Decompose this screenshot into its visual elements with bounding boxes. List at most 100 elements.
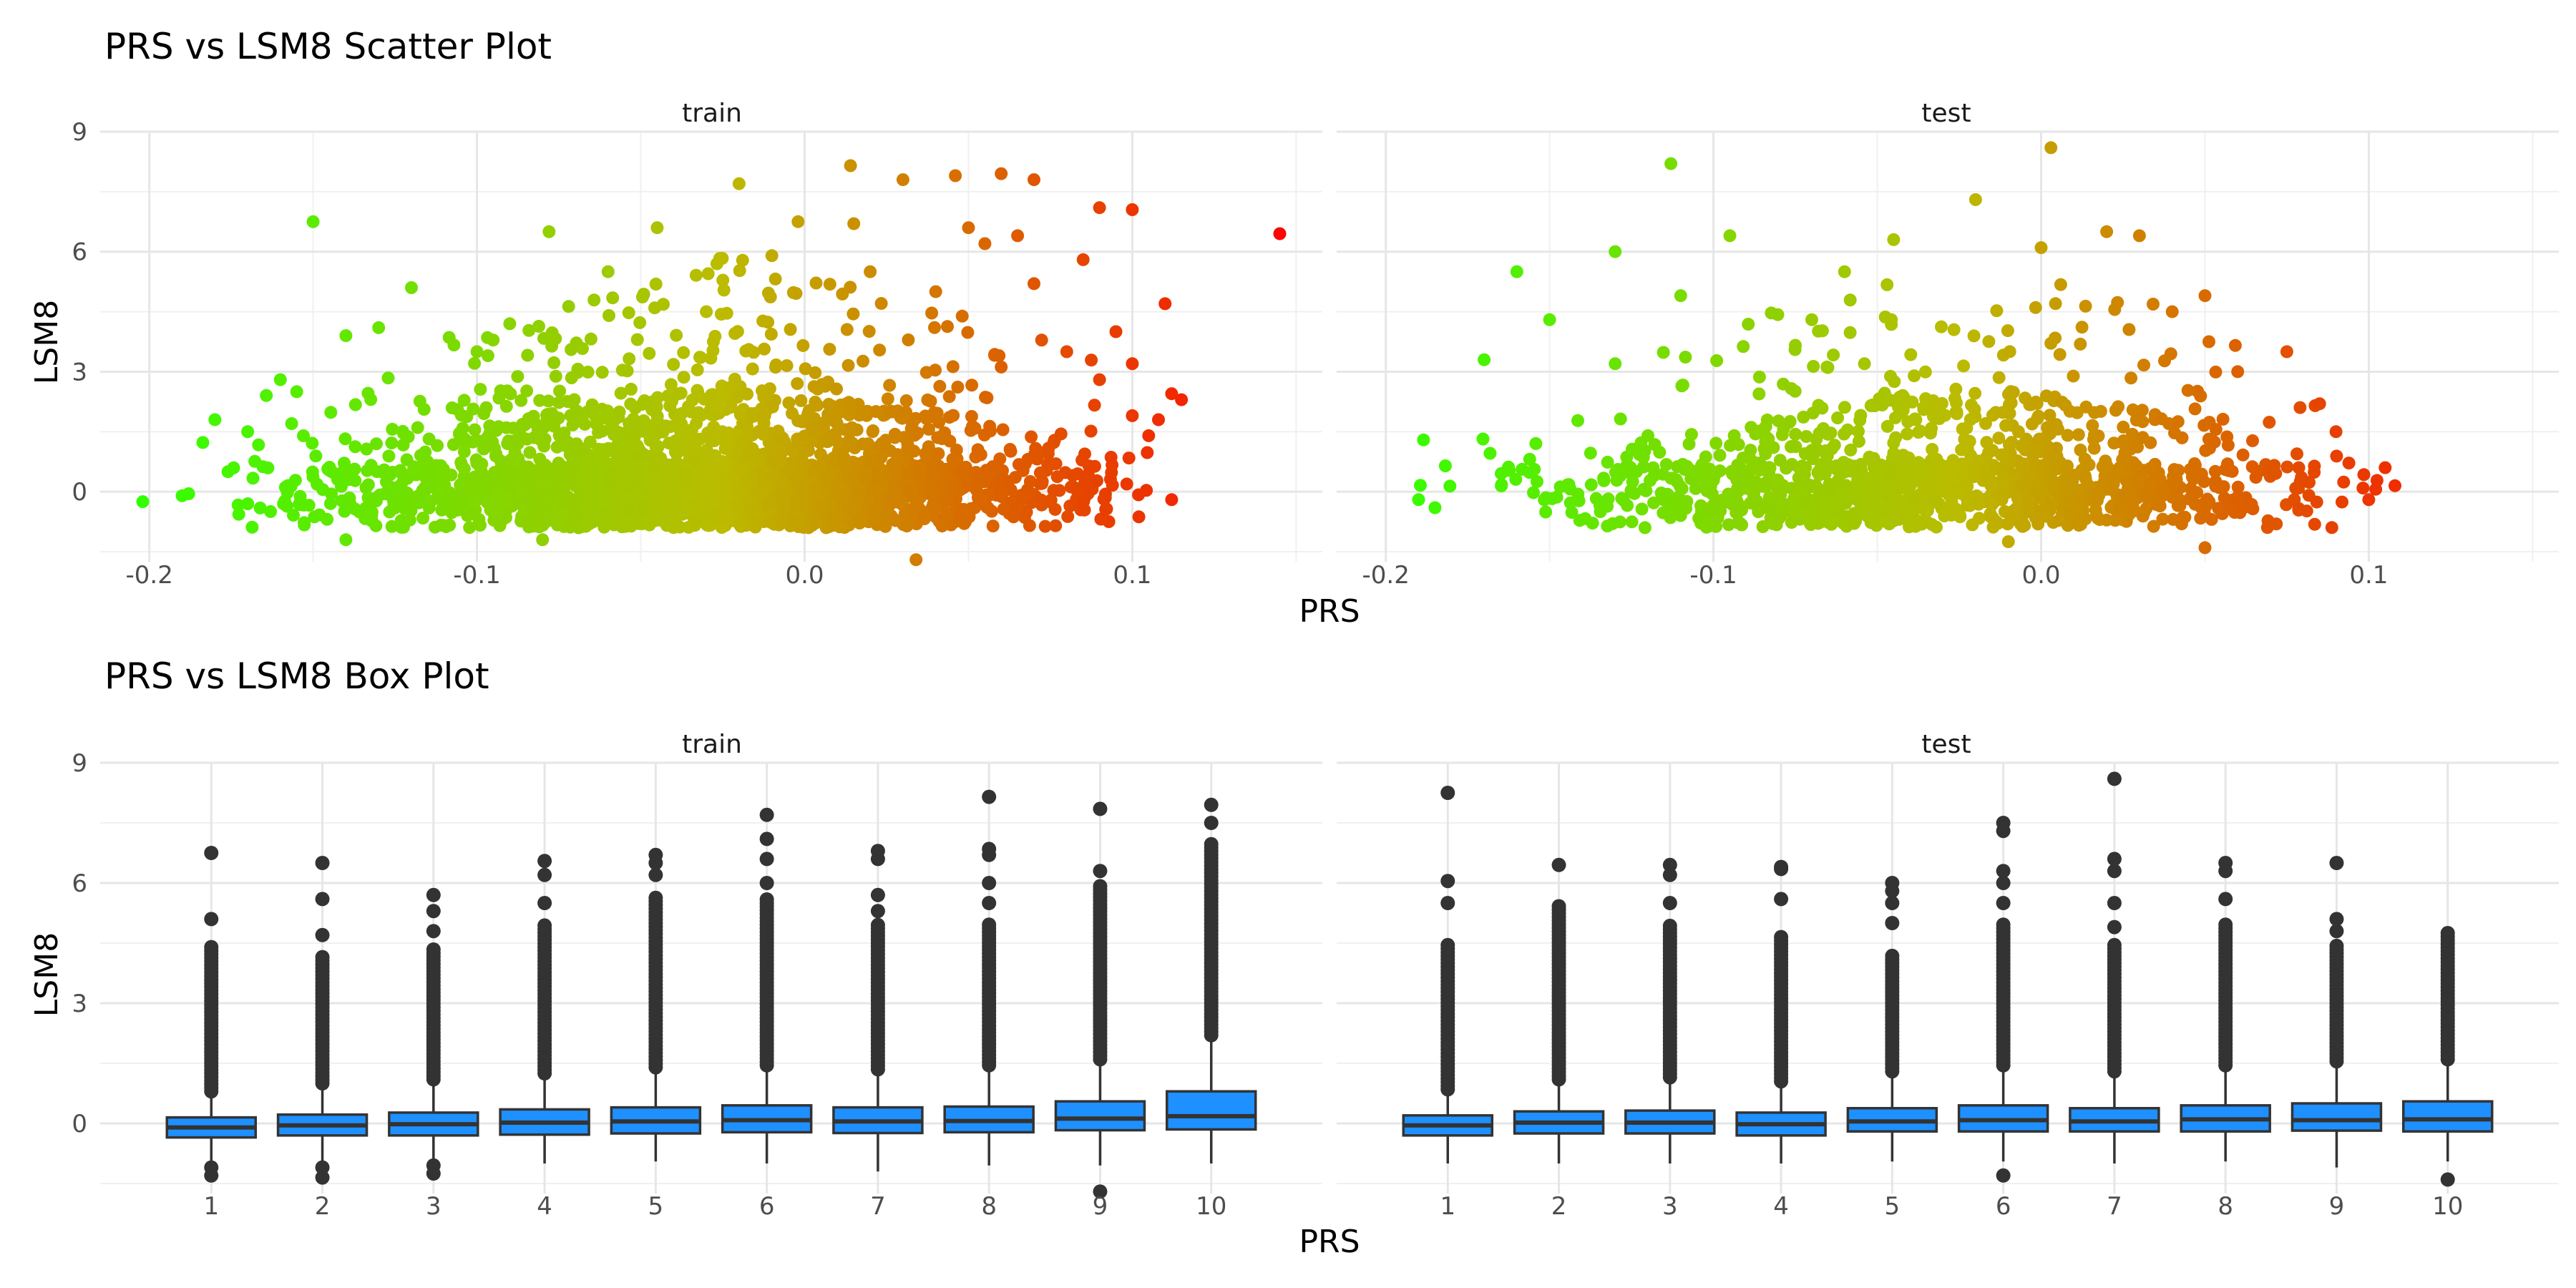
scatter-point	[182, 487, 195, 500]
scatter-point	[1045, 457, 1058, 471]
box-outlier-point	[1662, 918, 1677, 933]
scatter-point	[1417, 433, 1430, 447]
scatter-point	[1812, 399, 1825, 412]
box-outlier-point	[870, 917, 885, 932]
scatter-point	[370, 437, 383, 451]
scatter-point	[437, 519, 451, 532]
scatter-point	[570, 404, 584, 418]
scatter-point	[902, 467, 915, 481]
scatter-point	[854, 488, 867, 502]
scatter-point	[1654, 486, 1668, 499]
scatter-x-tick-label: 0.1	[2349, 561, 2388, 590]
scatter-point	[721, 510, 735, 524]
scatter-point	[1827, 348, 1840, 362]
scatter-point	[1674, 289, 1687, 303]
scatter-point	[2067, 369, 2080, 383]
scatter-point	[613, 487, 627, 501]
scatter-point	[2188, 402, 2202, 416]
scatter-point	[789, 287, 803, 301]
scatter-point	[517, 504, 531, 517]
scatter-point	[2188, 459, 2202, 472]
scatter-point	[1908, 369, 1921, 383]
scatter-point	[985, 504, 998, 518]
scatter-point	[1132, 510, 1146, 524]
scatter-point	[841, 358, 855, 372]
box-outlier-point	[1093, 879, 1108, 894]
scatter-point	[1565, 506, 1579, 519]
scatter-point	[789, 497, 802, 510]
scatter-point	[380, 487, 394, 501]
scatter-point	[2197, 419, 2211, 432]
scatter-point	[1478, 353, 1491, 366]
scatter-point	[1968, 386, 1982, 400]
scatter-point	[1950, 396, 1963, 410]
scatter-point	[348, 440, 362, 454]
scatter-point	[324, 406, 338, 419]
box-outlier-point	[870, 844, 885, 859]
scatter-point	[823, 278, 836, 291]
scatter-point	[1887, 233, 1901, 246]
scatter-x-tick-label: 0.0	[785, 561, 824, 590]
box-outlier-point	[759, 876, 774, 890]
scatter-point	[887, 495, 900, 509]
scatter-point	[674, 426, 688, 439]
scatter-point	[2303, 476, 2316, 489]
box-outlier-point	[1440, 896, 1455, 910]
scatter-point	[622, 306, 635, 320]
scatter-point	[1609, 245, 1622, 258]
scatter-point	[914, 459, 927, 473]
scatter-point	[1531, 475, 1543, 488]
scatter-point	[2107, 477, 2120, 491]
scatter-point	[565, 512, 578, 526]
box-outlier-point	[648, 890, 663, 905]
scatter-point	[1957, 359, 1971, 373]
scatter-point	[643, 346, 656, 360]
scatter-point	[550, 440, 564, 454]
scatter-point	[537, 484, 551, 498]
scatter-point	[700, 305, 713, 318]
box-outlier-point	[204, 912, 219, 927]
scatter-point	[731, 391, 744, 404]
scatter-point	[468, 356, 482, 370]
scatter-point	[620, 505, 634, 519]
scatter-point	[1967, 329, 1981, 343]
scatter-point	[306, 215, 320, 228]
scatter-y-tick-label: 0	[72, 478, 87, 507]
scatter-point	[686, 487, 700, 500]
scatter-point	[2079, 472, 2092, 486]
scatter-point	[577, 466, 590, 479]
scatter-point	[922, 440, 935, 454]
scatter-point	[492, 420, 505, 434]
scatter-point	[808, 423, 821, 436]
scatter-point	[751, 514, 765, 528]
scatter-point	[457, 394, 471, 407]
scatter-point	[986, 519, 1000, 533]
scatter-point	[2222, 464, 2235, 477]
scatter-point	[2135, 404, 2149, 417]
scatter-point	[447, 438, 460, 452]
scatter-point	[507, 454, 521, 467]
scatter-point	[1066, 469, 1080, 482]
box-outlier-point	[315, 950, 330, 965]
box-outlier-point	[1774, 859, 1789, 874]
scatter-point	[928, 411, 942, 424]
scatter-point	[1657, 346, 1670, 359]
scatter-point	[601, 404, 615, 418]
scatter-point	[2129, 414, 2143, 426]
scatter-point	[521, 348, 535, 362]
scatter-point	[1930, 452, 1943, 466]
scatter-point	[995, 167, 1008, 180]
scatter-point	[2117, 420, 2130, 434]
scatter-point	[599, 445, 613, 459]
scatter-point	[593, 464, 607, 477]
box-outlier-point	[315, 1160, 330, 1175]
scatter-point	[1904, 478, 1918, 492]
scatter-point	[2045, 497, 2059, 510]
scatter-point	[804, 434, 818, 448]
scatter-point	[2100, 459, 2114, 473]
scatter-point	[764, 328, 778, 341]
scatter-point	[780, 359, 794, 372]
scatter-point	[1852, 434, 1865, 448]
scatter-point	[2029, 395, 2043, 409]
scatter-point	[650, 400, 663, 414]
